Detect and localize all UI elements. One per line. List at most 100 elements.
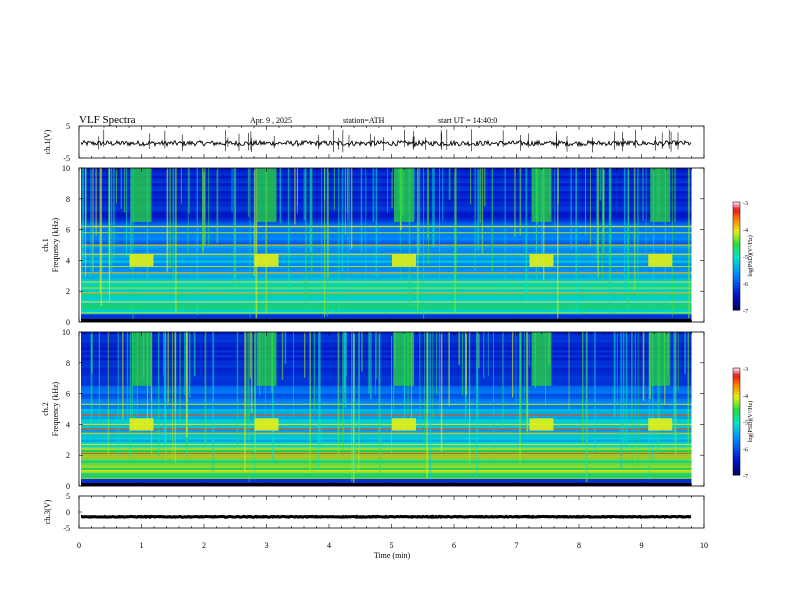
colorbar-segment (733, 269, 740, 273)
colorbar-segment (733, 234, 740, 238)
spectrogram-burst (131, 168, 152, 222)
spectrogram-band (81, 375, 692, 379)
spectrogram-band (81, 398, 692, 402)
spectrogram-band (81, 460, 692, 464)
spectrogram-burst (650, 168, 671, 222)
x-tick-label: 10 (700, 541, 708, 550)
colorbar-segment (733, 272, 740, 276)
colorbar-segment (733, 458, 740, 463)
colorbar-segment (733, 381, 740, 385)
spectrogram-band (81, 378, 692, 382)
spectrogram-band (81, 444, 692, 448)
colorbar-segment (733, 472, 740, 476)
spectrogram-band (81, 304, 692, 307)
colorbar-segment (733, 370, 740, 374)
spectrogram-band (81, 239, 692, 243)
spectrogram-band (81, 447, 692, 451)
spectrogram-band (81, 332, 692, 335)
spectrogram-band (81, 360, 692, 364)
spectrogram-band (81, 255, 692, 259)
colorbar-segment (733, 204, 740, 208)
figure-date: Apr. 9 , 2025 (250, 116, 292, 125)
spectrogram-band (81, 180, 692, 184)
spectrogram-band (81, 191, 692, 194)
spectrogram-band (81, 468, 692, 471)
colorbar-segment (733, 264, 740, 268)
colorbar-tick-label: -4 (743, 228, 748, 234)
spectrogram-burst-band (392, 418, 416, 431)
y-tick-label: 10 (62, 164, 70, 173)
spectrogram-burst-band (648, 418, 673, 431)
colorbar-tick-label: -4 (743, 394, 748, 400)
spectrogram-band (81, 183, 692, 187)
colorbar-segment (733, 416, 740, 420)
x-tick-label: 3 (265, 541, 269, 550)
colorbar-segment (733, 392, 740, 396)
colorbar-segment (733, 434, 740, 439)
spectrogram-band (81, 257, 692, 261)
spectrogram-band (81, 365, 692, 369)
colorbar-segment (733, 226, 740, 230)
spectrogram-baseline (81, 482, 692, 486)
figure-station: station=ATH (343, 116, 385, 125)
spectrogram-band (81, 421, 692, 425)
colorbar-segment (733, 448, 740, 452)
colorbar-segment (733, 202, 740, 206)
colorbar-segment (733, 400, 740, 404)
spectrogram-band (81, 262, 692, 266)
spectrogram-burst (650, 332, 671, 386)
spectrogram-band (81, 424, 692, 428)
spectrogram-band (81, 234, 692, 238)
y-tick-label: 0 (66, 318, 70, 327)
spectrogram-burst-band (529, 418, 554, 431)
x-tick-label: 0 (77, 541, 81, 550)
spectrogram-band (81, 355, 692, 358)
spectrogram-band (81, 296, 692, 300)
spectrogram-band (81, 470, 692, 474)
colorbar-segment (733, 280, 740, 284)
spectrogram-band (81, 209, 692, 212)
colorbar-segment (733, 456, 740, 460)
colorbar-segment (733, 247, 740, 252)
spectrogram-band (81, 301, 692, 305)
waveform-ylabel: ch.3(V) (43, 499, 52, 524)
spectrogram-band (81, 409, 692, 412)
spectrogram-band (81, 367, 692, 371)
x-tick-label: 4 (327, 541, 331, 550)
spectrogram-band (81, 273, 692, 277)
waveform-trace (80, 139, 692, 148)
colorbar-segment (733, 408, 740, 412)
colorbar-segment (733, 301, 740, 306)
colorbar-segment (733, 250, 740, 254)
spectrogram-band (81, 450, 692, 453)
colorbar-frame (732, 367, 741, 476)
spectrogram-band (81, 339, 692, 343)
colorbar-segment (733, 245, 740, 249)
spectrogram-band (81, 416, 692, 420)
spectrogram-band (81, 403, 692, 407)
colorbar-segment (733, 237, 740, 241)
figure-title: VLF Spectra (79, 114, 136, 126)
spectrogram-band (81, 465, 692, 469)
y-tick-label: 5 (66, 492, 70, 501)
colorbar-segment (733, 437, 740, 441)
spectrogram-band (81, 373, 692, 376)
x-tick-label: 7 (515, 541, 519, 550)
colorbar-segment (733, 373, 740, 377)
waveform-ylabel: ch.1(V) (43, 129, 52, 154)
spectrogram-band (81, 457, 692, 461)
colorbar-segment (733, 296, 740, 300)
spectrogram-band (81, 316, 692, 320)
colorbar-segment (733, 397, 740, 401)
colorbar-segment (733, 424, 740, 428)
spectrogram-band (81, 168, 692, 171)
colorbar-segment (733, 469, 740, 473)
colorbar-segment (733, 426, 740, 431)
y-tick-label: 6 (66, 226, 70, 235)
spectrogram-band (81, 298, 692, 302)
colorbar-segment (733, 440, 740, 444)
colorbar-segment (733, 432, 740, 436)
colorbar-segment (733, 461, 740, 465)
spectrogram-band (81, 227, 692, 230)
